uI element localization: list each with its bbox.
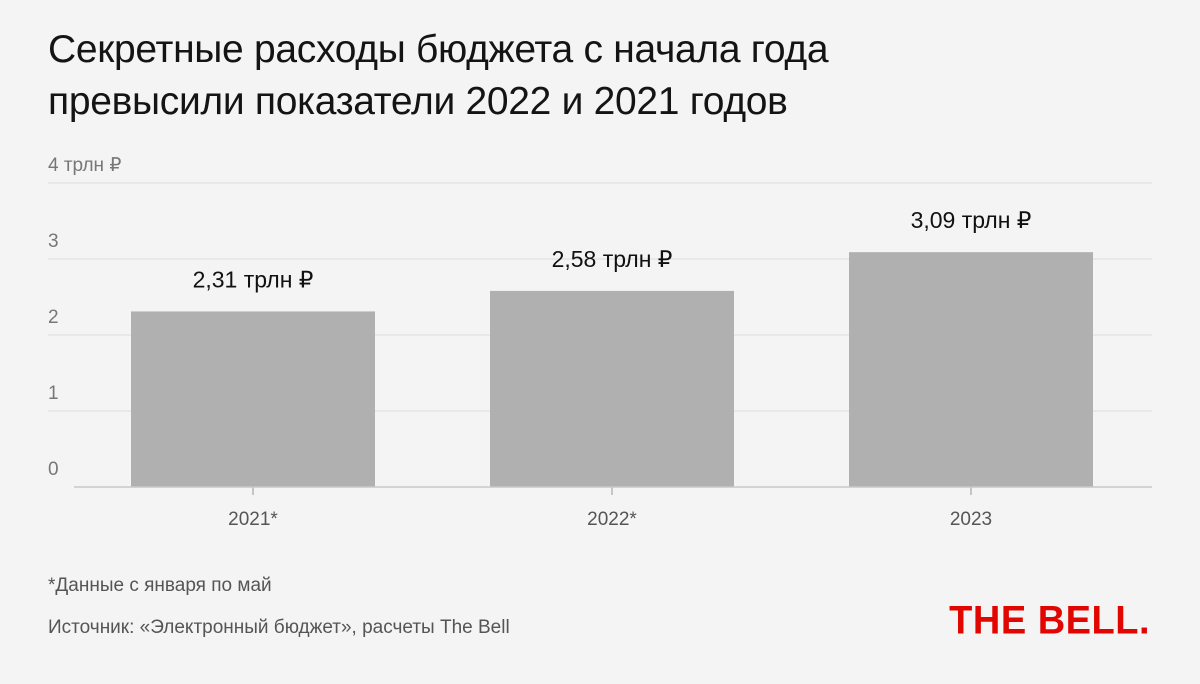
y-tick-label-2: 2 [48, 307, 59, 328]
data-label-2023: 3,09 трлн ₽ [911, 207, 1032, 233]
bar-2022* [490, 290, 734, 487]
the-bell-logo: THE BELL. [949, 598, 1150, 644]
chart-title-line-1: Секретные расходы бюджета с начала года [48, 28, 829, 71]
bar-2023 [849, 252, 1093, 487]
footnote: *Данные с января по май [48, 575, 272, 596]
chart-title-line-2: превысили показатели 2022 и 2021 годов [48, 80, 788, 123]
x-tick-label-2022*: 2022* [587, 509, 637, 530]
chart-title: Секретные расходы бюджета с начала года … [48, 24, 1148, 128]
x-tick-label-2023: 2023 [950, 509, 992, 530]
y-tick-label-0: 0 [48, 459, 59, 480]
data-label-2021*: 2,31 трлн ₽ [193, 266, 314, 292]
y-tick-label-4: 4 трлн ₽ [48, 155, 121, 176]
y-tick-label-3: 3 [48, 231, 59, 252]
x-tick-label-2021*: 2021* [228, 509, 278, 530]
source-note: Источник: «Электронный бюджет», расчеты … [48, 617, 510, 638]
y-tick-label-1: 1 [48, 383, 59, 404]
bar-2021* [131, 311, 375, 487]
data-label-2022*: 2,58 трлн ₽ [552, 246, 673, 272]
